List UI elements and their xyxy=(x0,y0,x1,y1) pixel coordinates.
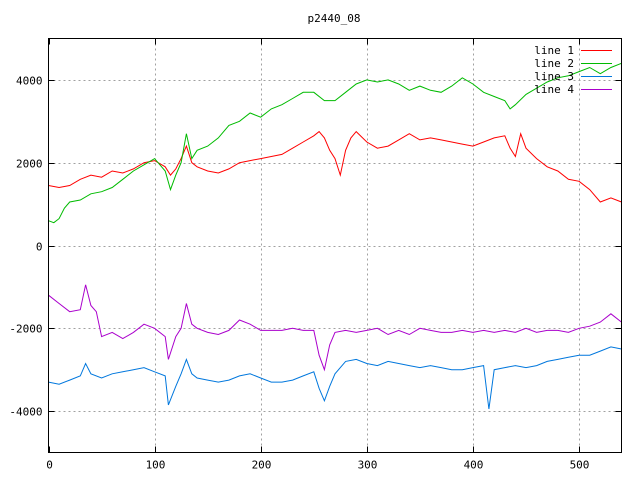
x-tick-label: 100 xyxy=(146,459,166,472)
series-line-2 xyxy=(48,62,622,224)
legend-label-4: line 4 xyxy=(534,83,574,96)
y-tick-label: -2000 xyxy=(9,323,42,336)
chart-title: p2440_08 xyxy=(308,12,361,25)
y-tick-label: 4000 xyxy=(16,75,43,88)
axis-ticks: 0 100 200 300 400 500 -4000 -2000 0 2000 4000 xyxy=(9,38,622,472)
legend-label-2: line 2 xyxy=(534,57,574,70)
grid xyxy=(48,38,622,453)
x-tick-label: 400 xyxy=(464,459,484,472)
x-tick-label: 300 xyxy=(358,459,378,472)
y-tick-label: 0 xyxy=(36,241,43,254)
series-line-3 xyxy=(48,346,622,410)
x-tick-label: 0 xyxy=(46,459,53,472)
series-line-1 xyxy=(48,130,622,203)
x-tick-label: 200 xyxy=(252,459,272,472)
plot-frame xyxy=(48,38,622,453)
legend-label-3: line 3 xyxy=(534,70,574,83)
y-tick-label: -4000 xyxy=(9,406,42,419)
y-tick-label: 2000 xyxy=(16,158,43,171)
series-line-4 xyxy=(48,284,622,372)
series-layer xyxy=(48,62,622,410)
x-tick-label: 500 xyxy=(570,459,590,472)
legend-label-1: line 1 xyxy=(534,44,574,57)
